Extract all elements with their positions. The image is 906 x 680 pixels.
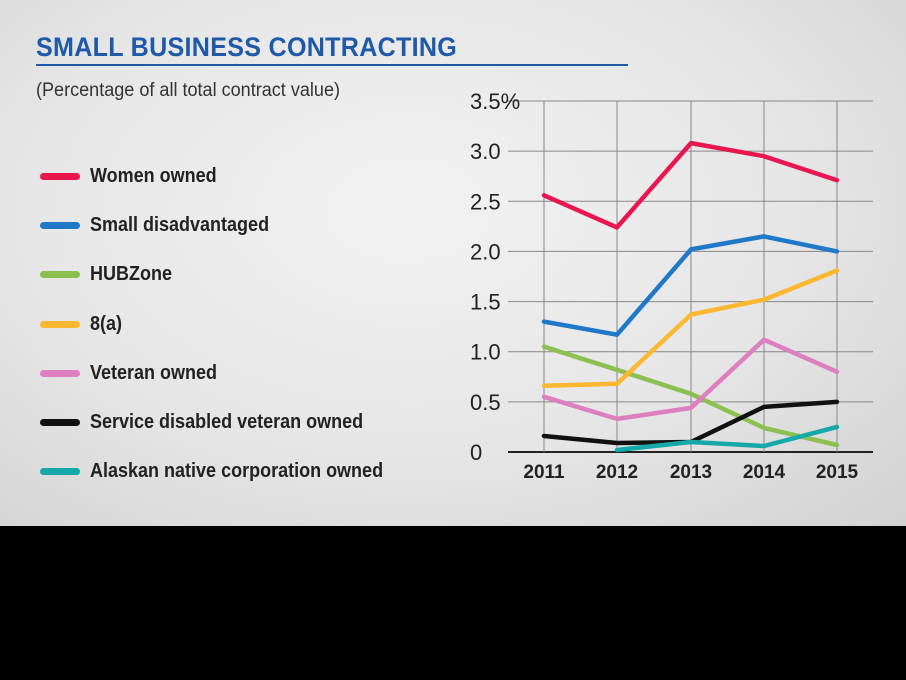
x-tick-label: 2014	[743, 462, 786, 483]
x-tick-label: 2012	[596, 462, 638, 483]
legend-item: Service disabled veteran owned	[40, 398, 416, 447]
legend-swatch	[40, 419, 80, 427]
y-tick-label: 3.5%	[470, 89, 520, 114]
legend-swatch	[40, 468, 80, 476]
legend-item: Small disadvantaged	[40, 201, 416, 250]
legend-label: Small disadvantaged	[90, 214, 270, 237]
legend: Women owned Small disadvantaged HUBZone …	[40, 152, 416, 496]
y-tick-label: 0.5	[470, 390, 501, 415]
title-underline	[36, 64, 628, 66]
legend-item: Women owned	[40, 152, 416, 201]
series-line	[614, 424, 840, 453]
series-line	[541, 234, 840, 337]
legend-label: HUBZone	[90, 263, 172, 286]
legend-label: Service disabled veteran owned	[90, 411, 364, 434]
legend-swatch	[40, 369, 80, 377]
series-line	[541, 337, 840, 422]
y-tick-label: 3.0	[470, 139, 501, 164]
x-tick-label: 2015	[816, 462, 859, 483]
legend-label: Alaskan native corporation owned	[90, 460, 384, 483]
legend-swatch	[40, 173, 80, 181]
chart-subtitle: (Percentage of all total contract value)	[36, 80, 341, 101]
y-tick-label: 1.5	[470, 290, 501, 315]
y-tick-label: 2.5	[470, 189, 501, 214]
legend-item: HUBZone	[40, 250, 416, 299]
legend-swatch	[40, 222, 80, 230]
series-line	[541, 344, 840, 448]
chart-panel: SMALL BUSINESS CONTRACTING (Percentage o…	[0, 0, 906, 526]
series-line	[541, 268, 840, 389]
line-chart: 0 0.5 1.0 1.5 2.0 2.5 3.0 3.5% 2011 2012 2013 2014 2…	[470, 89, 873, 483]
legend-item: Alaskan native corporation owned	[40, 447, 416, 496]
legend-label: Women owned	[90, 165, 217, 188]
legend-item: 8(a)	[40, 300, 416, 349]
x-tick-label: 2011	[523, 462, 565, 483]
y-tick-label: 1.0	[470, 340, 501, 365]
legend-swatch	[40, 271, 80, 279]
x-tick-label: 2013	[670, 462, 712, 483]
legend-label: 8(a)	[90, 312, 123, 335]
letterbox-bar	[0, 526, 906, 680]
y-tick-label: 0	[470, 440, 482, 465]
series-line	[541, 140, 840, 230]
legend-swatch	[40, 320, 80, 328]
chart-title: SMALL BUSINESS CONTRACTING	[36, 32, 458, 62]
y-tick-label: 2.0	[470, 239, 501, 264]
legend-item: Veteran owned	[40, 349, 416, 398]
legend-label: Veteran owned	[90, 361, 218, 384]
